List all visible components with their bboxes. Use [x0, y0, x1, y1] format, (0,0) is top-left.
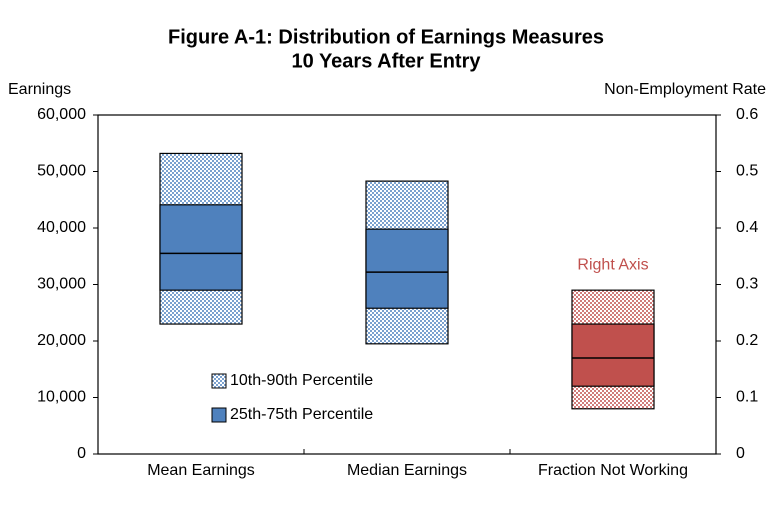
y2-axis-label: Non-Employment Rate — [604, 81, 766, 98]
legend-swatch — [211, 373, 227, 389]
y2-tick-label: 0.3 — [736, 276, 758, 293]
legend-swatch — [211, 407, 227, 423]
y2-tick-label: 0.1 — [736, 389, 758, 406]
y-tick-label: 20,000 — [37, 332, 86, 349]
y2-tick-label: 0.6 — [736, 106, 758, 123]
y-tick-label: 0 — [77, 445, 86, 462]
x-tick-label: Mean Earnings — [147, 462, 255, 479]
chart-title: Figure A-1: Distribution of Earnings Mea… — [168, 26, 604, 48]
y2-tick-label: 0.4 — [736, 219, 758, 236]
y2-tick-label: 0 — [736, 445, 745, 462]
chart-title: 10 Years After Entry — [292, 50, 482, 72]
x-tick-label: Fraction Not Working — [538, 462, 688, 479]
y-tick-label: 40,000 — [37, 219, 86, 236]
y-tick-label: 30,000 — [37, 276, 86, 293]
annotation: Right Axis — [577, 256, 648, 273]
inner-range — [571, 323, 655, 387]
inner-range — [159, 204, 243, 291]
y-tick-label: 60,000 — [37, 106, 86, 123]
y-axis-label: Earnings — [8, 81, 71, 98]
y2-tick-label: 0.2 — [736, 332, 758, 349]
legend-label: 10th-90th Percentile — [230, 372, 373, 389]
y-tick-label: 10,000 — [37, 389, 86, 406]
legend-label: 25th-75th Percentile — [230, 406, 373, 423]
y-tick-label: 50,000 — [37, 163, 86, 180]
y2-tick-label: 0.5 — [736, 163, 758, 180]
x-tick-label: Median Earnings — [346, 462, 468, 479]
inner-range — [365, 228, 449, 309]
